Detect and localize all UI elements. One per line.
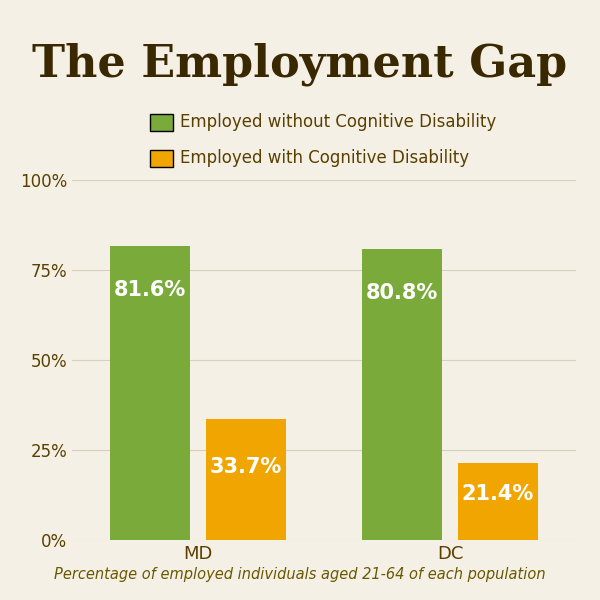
Text: 81.6%: 81.6% — [114, 280, 186, 301]
Text: 21.4%: 21.4% — [462, 484, 534, 504]
Text: 80.8%: 80.8% — [366, 283, 438, 303]
Text: Percentage of employed individuals aged 21-64 of each population: Percentage of employed individuals aged … — [54, 567, 546, 582]
Text: Employed with Cognitive Disability: Employed with Cognitive Disability — [180, 149, 469, 167]
Bar — [458, 463, 538, 540]
Bar — [362, 249, 442, 540]
Text: The Employment Gap: The Employment Gap — [32, 42, 568, 85]
Bar — [206, 419, 286, 540]
Text: Employed without Cognitive Disability: Employed without Cognitive Disability — [180, 113, 496, 131]
Text: 33.7%: 33.7% — [210, 457, 282, 477]
Bar — [110, 246, 190, 540]
